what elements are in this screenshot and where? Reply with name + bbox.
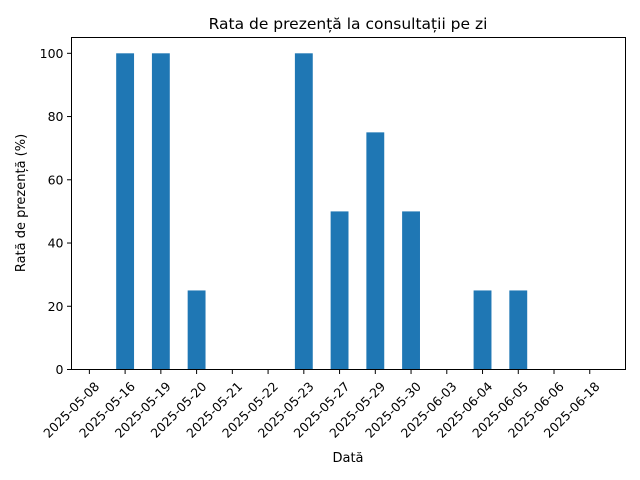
bar-2025-05-29 xyxy=(366,132,385,370)
bar-2025-06-04 xyxy=(473,290,492,370)
x-axis: 2025-05-082025-05-162025-05-192025-05-20… xyxy=(40,369,603,441)
bar-2025-05-27 xyxy=(330,211,349,370)
y-tick-label-60: 60 xyxy=(48,172,64,187)
bar-2025-06-05 xyxy=(509,290,528,370)
chart-title: Rata de prezență la consultații pe zi xyxy=(209,15,488,33)
bar-2025-05-20 xyxy=(187,290,206,370)
bar-2025-05-23 xyxy=(294,53,313,370)
y-tick-label-40: 40 xyxy=(48,236,64,251)
y-tick-label-80: 80 xyxy=(48,109,64,124)
x-axis-label: Dată xyxy=(332,451,363,466)
y-axis-label: Rată de prezență (%) xyxy=(14,134,29,272)
y-tick-label-100: 100 xyxy=(40,46,64,61)
y-axis: 0 20 40 60 80 100 xyxy=(40,46,72,377)
bar-2025-05-16 xyxy=(116,53,135,370)
bar-2025-05-19 xyxy=(151,53,170,370)
plot-frame xyxy=(71,37,626,370)
y-tick-label-20: 20 xyxy=(48,299,64,314)
y-tick-label-0: 0 xyxy=(56,362,64,377)
bars-group xyxy=(116,53,528,370)
bar-2025-05-30 xyxy=(402,211,420,370)
